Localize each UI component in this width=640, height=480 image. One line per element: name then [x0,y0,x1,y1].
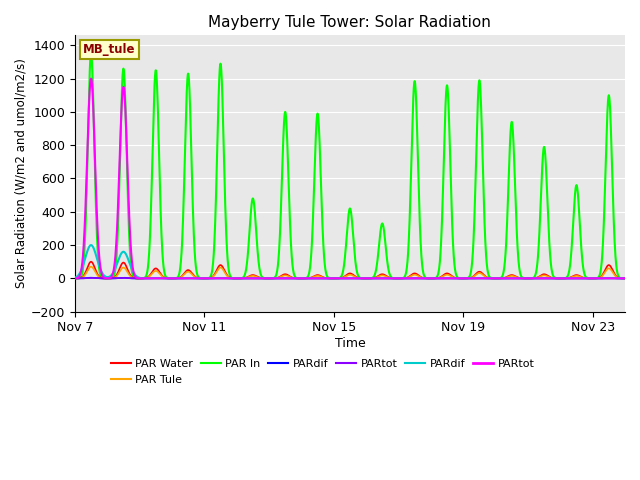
X-axis label: Time: Time [335,337,365,350]
Text: MB_tule: MB_tule [83,43,136,56]
Legend: PAR Water, PAR Tule, PAR In, PARdif, PARtot, PARdif, PARtot: PAR Water, PAR Tule, PAR In, PARdif, PAR… [106,355,539,389]
Y-axis label: Solar Radiation (W/m2 and umol/m2/s): Solar Radiation (W/m2 and umol/m2/s) [15,59,28,288]
Title: Mayberry Tule Tower: Solar Radiation: Mayberry Tule Tower: Solar Radiation [209,15,492,30]
